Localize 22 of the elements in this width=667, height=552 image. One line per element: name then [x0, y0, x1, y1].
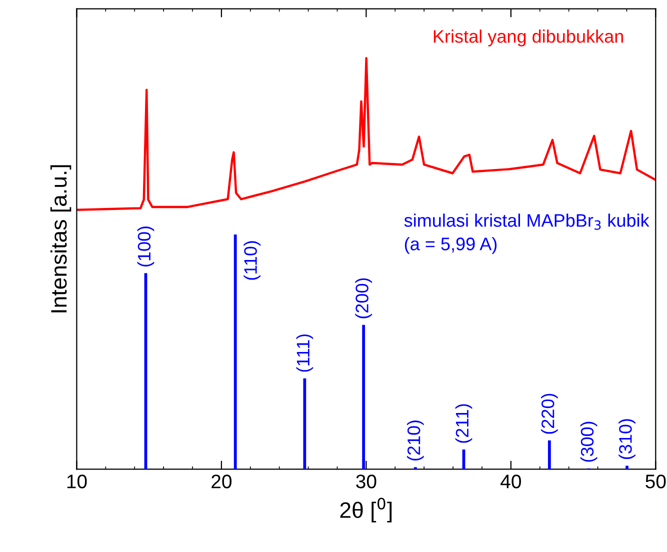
- bar: [362, 324, 366, 470]
- x-axis-title: 2θ [$^{0}$]: [340, 498, 392, 522]
- text: Kristal yang dibubukkan: [434, 30, 623, 46]
- annotation: (300): [580, 422, 598, 462]
- annotation: (210): [406, 420, 424, 460]
- bar: [234, 234, 237, 470]
- annotation: (111): [296, 334, 314, 372]
- annotation: (220): [541, 394, 558, 434]
- annotation: (110): [244, 241, 260, 280]
- x-tick-label: 10: [67, 474, 87, 488]
- x-tick-label: 40: [500, 474, 521, 488]
- bar: [303, 378, 306, 470]
- annotation: (310): [618, 419, 636, 460]
- x-tick-label: 20: [212, 474, 232, 488]
- bar: [548, 440, 551, 470]
- x-tick-label: 50: [646, 474, 666, 488]
- annotation: (100): [137, 226, 154, 266]
- text: simulasi kristal MAPbBr$_{3}$ kubik (a = 5,99 A): [404, 214, 650, 254]
- x-tick-label: 30: [356, 474, 376, 488]
- annotation: (211): [455, 404, 472, 443]
- y-axis-title: Intensitas [a.u.]: [50, 165, 72, 312]
- annotation: (200): [355, 278, 372, 318]
